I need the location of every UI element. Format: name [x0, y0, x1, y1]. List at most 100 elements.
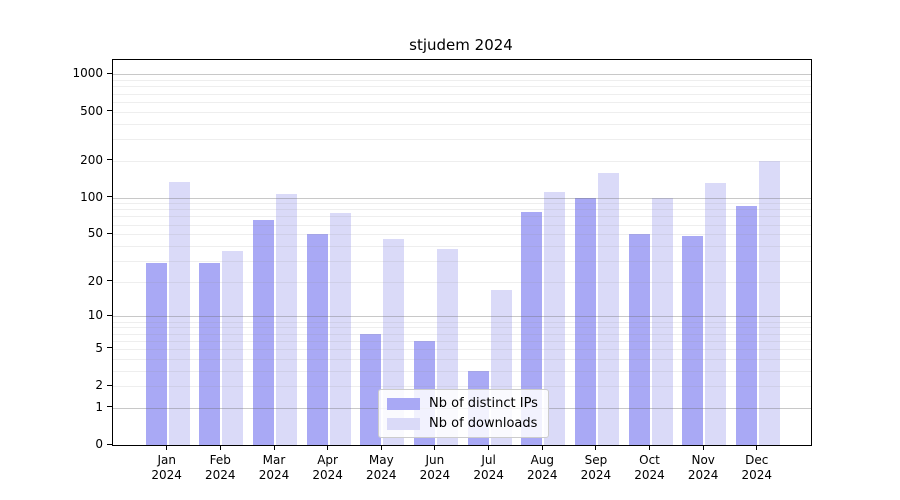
x-tick-month: Mar [262, 453, 286, 467]
legend-item: Nb of distinct IPs [387, 396, 538, 411]
downloads-bar-apr [329, 212, 351, 445]
downloads-bar-dec [758, 160, 780, 445]
y-tick-label: 2 [95, 378, 103, 393]
minor-gridline [113, 80, 811, 82]
distinct-ips-bar-nov [682, 236, 704, 445]
x-tick-year: 2024 [473, 468, 504, 482]
x-tick-year: 2024 [258, 468, 290, 482]
y-tick-mark [107, 280, 112, 282]
y-tick-mark [107, 196, 112, 197]
legend-swatch [387, 417, 420, 430]
distinct-ips-bar-dec [735, 206, 757, 445]
y-tick-label: 1 [95, 399, 103, 414]
minor-gridline [113, 111, 811, 113]
x-tick-month: May [368, 453, 394, 467]
x-tick-mark [273, 445, 275, 450]
x-tick-label: Sep 2024 [573, 453, 619, 483]
minor-gridline [113, 138, 811, 140]
x-tick-label: Oct 2024 [627, 453, 673, 483]
minor-gridline [113, 93, 811, 95]
x-tick-year: 2024 [580, 468, 612, 482]
minor-gridline [113, 101, 811, 103]
downloads-bar-jan [168, 181, 190, 445]
distinct-ips-bar-oct [628, 234, 650, 445]
y-tick-label: 0 [95, 437, 103, 451]
distinct-ips-bar-may [360, 333, 382, 445]
x-tick-mark [756, 445, 758, 450]
downloads-bar-mar [276, 193, 297, 445]
y-tick-mark [107, 384, 112, 386]
x-tick-mark [595, 445, 597, 450]
legend-label: Nb of downloads [429, 416, 538, 431]
x-tick-label: Mar 2024 [251, 453, 297, 483]
distinct-ips-bar-apr [306, 234, 328, 445]
distinct-ips-bar-feb [199, 262, 221, 445]
plot-area: Nb of distinct IPs Nb of downloads [112, 59, 812, 446]
y-tick-mark [107, 159, 112, 161]
y-tick-mark [107, 314, 112, 316]
x-tick-mark [380, 445, 382, 450]
y-tick-label: 50 [87, 226, 103, 241]
distinct-ips-bar-mar [253, 219, 274, 445]
downloads-bar-nov [705, 182, 727, 445]
distinct-ips-bar-sep [574, 197, 596, 445]
x-tick-label: Jun 2024 [412, 453, 458, 483]
x-tick-mark [219, 445, 221, 450]
x-tick-year: 2024 [312, 468, 343, 482]
downloads-bar-aug [544, 191, 566, 445]
y-tick-label: 200 [80, 152, 103, 167]
y-tick-mark [107, 72, 112, 74]
x-tick-month: Jul [481, 453, 496, 467]
distinct-ips-bar-jan [145, 262, 167, 445]
x-tick-label: Apr 2024 [305, 453, 351, 483]
x-tick-label: Feb 2024 [197, 453, 243, 483]
x-tick-month: Jun [425, 453, 445, 467]
x-tick-label: May 2024 [358, 453, 404, 483]
x-tick-year: 2024 [741, 468, 773, 482]
x-tick-label: Aug 2024 [519, 453, 565, 483]
x-tick-year: 2024 [419, 468, 451, 482]
minor-gridline [113, 86, 811, 88]
x-tick-label: Jul 2024 [466, 453, 512, 483]
x-tick-label: Nov 2024 [680, 453, 726, 483]
x-tick-mark [702, 445, 704, 450]
x-tick-year: 2024 [634, 468, 665, 482]
major-gridline [113, 74, 811, 76]
x-tick-month: Sep [584, 453, 608, 467]
x-tick-label: Dec 2024 [734, 453, 780, 483]
minor-gridline [113, 160, 811, 162]
x-tick-month: Feb [209, 453, 231, 467]
y-tick-label: 5 [95, 340, 103, 355]
x-tick-mark [649, 445, 650, 450]
y-tick-mark [107, 232, 112, 234]
minor-gridline [113, 123, 811, 125]
x-tick-year: 2024 [366, 468, 397, 482]
x-tick-mark [166, 445, 168, 450]
legend-label: Nb of distinct IPs [429, 396, 538, 411]
y-tick-mark [107, 347, 112, 349]
x-tick-year: 2024 [687, 468, 719, 482]
x-tick-year: 2024 [151, 468, 182, 482]
chart-title: stjudem 2024 [409, 36, 513, 54]
downloads-bar-sep [597, 173, 619, 445]
x-tick-label: Jan 2024 [144, 453, 190, 483]
x-tick-year: 2024 [205, 468, 236, 482]
legend-item: Nb of downloads [387, 416, 538, 431]
x-tick-month: Aug [530, 453, 555, 467]
x-tick-mark [327, 445, 329, 450]
x-tick-month: Jan [157, 453, 176, 467]
y-tick-label: 500 [80, 103, 103, 118]
y-tick-label: 100 [80, 189, 103, 204]
downloads-bar-feb [222, 251, 244, 445]
legend-swatch [387, 397, 420, 410]
y-tick-mark [107, 110, 112, 112]
x-tick-month: Dec [745, 453, 769, 467]
legend: Nb of distinct IPs Nb of downloads [378, 389, 549, 438]
y-tick-label: 20 [87, 273, 103, 288]
y-tick-label: 10 [87, 308, 103, 323]
y-tick-mark [107, 406, 112, 408]
distinct-ips-bar-aug [521, 212, 543, 445]
y-tick-mark [107, 443, 112, 445]
x-tick-mark [434, 445, 436, 450]
